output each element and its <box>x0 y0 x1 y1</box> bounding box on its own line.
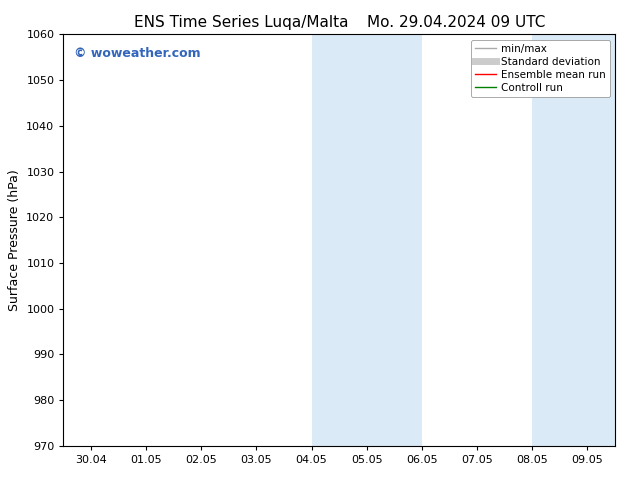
Legend: min/max, Standard deviation, Ensemble mean run, Controll run: min/max, Standard deviation, Ensemble me… <box>470 40 610 97</box>
Y-axis label: Surface Pressure (hPa): Surface Pressure (hPa) <box>8 169 21 311</box>
Text: ENS Time Series Luqa/Malta: ENS Time Series Luqa/Malta <box>134 15 348 30</box>
Bar <box>533 34 615 446</box>
Text: © woweather.com: © woweather.com <box>74 47 201 60</box>
Bar <box>312 34 422 446</box>
Text: Mo. 29.04.2024 09 UTC: Mo. 29.04.2024 09 UTC <box>367 15 546 30</box>
